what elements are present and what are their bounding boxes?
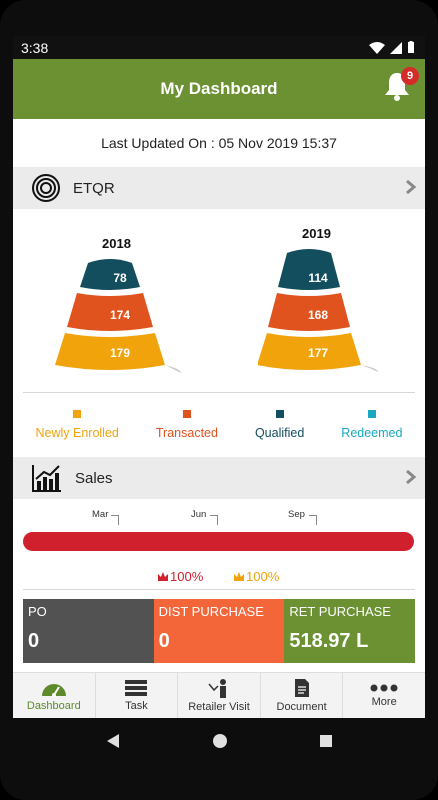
funnel-2019-enrolled-value: 177 — [307, 346, 329, 360]
sales-section-header[interactable]: Sales — [13, 457, 425, 499]
divider — [23, 392, 415, 393]
nav-more[interactable]: More — [343, 673, 425, 718]
legend-swatch — [73, 410, 82, 418]
pct-red: 100% — [158, 569, 203, 584]
crown-icon — [234, 572, 244, 581]
sales-label: Sales — [75, 469, 113, 487]
funnel-2018-enrolled-value: 179 — [109, 346, 131, 360]
chevron-right-icon — [406, 469, 417, 485]
target-icon — [32, 174, 60, 202]
month-label: Sep — [288, 509, 305, 520]
notification-button[interactable]: 9 — [383, 67, 419, 105]
legend-swatch — [367, 410, 376, 418]
funnel-2019-qualified-value: 114 — [308, 271, 328, 285]
nav-document[interactable]: Document — [261, 673, 344, 718]
month-tick — [111, 515, 119, 525]
month-tick — [210, 515, 218, 525]
last-updated-text: Last Updated On : 05 Nov 2019 15:37 — [101, 135, 337, 151]
etqr-funnels: 2018 78 174 179 2019 114 168 177 — [13, 209, 425, 392]
task-icon — [125, 680, 148, 696]
nav-dashboard[interactable]: Dashboard — [13, 673, 96, 718]
page-title: My Dashboard — [160, 79, 278, 98]
status-time: 3:38 — [21, 39, 49, 56]
month-label: Mar — [92, 509, 109, 520]
tile-ret-purchase[interactable]: RET PURCHASE 518.97 L — [284, 599, 416, 663]
sales-progress-bar — [23, 532, 414, 551]
legend-swatch — [182, 410, 191, 418]
etqr-legend: Newly Enrolled Transacted Qualified Rede… — [13, 393, 425, 457]
screen: 3:38 My Dashboard 9 Last Updated On : 05… — [13, 36, 425, 718]
signal-icon — [390, 41, 402, 54]
system-nav-bar — [0, 718, 438, 764]
legend-redeemed: Redeemed — [341, 410, 402, 440]
bottom-nav: Dashboard Task Retailer Visit — [13, 672, 425, 718]
tile-dist-purchase[interactable]: DIST PURCHASE 0 — [153, 599, 285, 663]
funnel-2018-transacted-value: 174 — [109, 308, 131, 322]
month-tick — [309, 515, 317, 525]
funnel-2019-transacted-value: 168 — [307, 308, 329, 322]
app-bar: My Dashboard 9 — [13, 59, 425, 119]
month-label: Jun — [191, 509, 207, 520]
recents-icon[interactable] — [319, 734, 333, 748]
status-bar: 3:38 — [13, 36, 425, 59]
legend-newly-enrolled: Newly Enrolled — [36, 410, 119, 440]
sales-chart-icon — [32, 465, 61, 492]
funnel-year-2018: 2018 — [102, 236, 131, 251]
funnel-chart-2018 — [55, 259, 181, 373]
tile-po[interactable]: PO 0 — [23, 599, 154, 663]
legend-transacted: Transacted — [156, 410, 218, 440]
sales-timeline: Mar Jun Sep 100% 100% — [13, 499, 425, 589]
etqr-section-header[interactable]: ETQR — [13, 167, 425, 209]
funnel-year-2019: 2019 — [302, 226, 331, 241]
crown-icon — [158, 572, 168, 581]
funnel-chart-2019 — [258, 249, 378, 372]
more-icon — [370, 684, 398, 692]
wifi-icon — [369, 41, 385, 54]
dashboard-icon — [41, 684, 66, 697]
sales-tiles: PO 0 DIST PURCHASE 0 RET PURCHASE 518.97… — [13, 599, 425, 663]
nav-task[interactable]: Task — [96, 673, 179, 718]
funnel-2018-qualified-value: 78 — [113, 271, 127, 285]
divider — [23, 589, 415, 590]
legend-swatch — [275, 410, 284, 418]
retailer-visit-icon — [208, 679, 226, 698]
notification-badge: 9 — [401, 67, 419, 85]
home-icon[interactable] — [212, 733, 228, 749]
back-icon[interactable] — [105, 733, 121, 749]
battery-icon — [408, 41, 414, 53]
etqr-label: ETQR — [73, 179, 115, 197]
nav-retailer-visit[interactable]: Retailer Visit — [178, 673, 261, 718]
chevron-right-icon — [406, 179, 417, 195]
pct-orange: 100% — [234, 569, 279, 584]
document-icon — [294, 679, 309, 697]
legend-qualified: Qualified — [255, 410, 304, 440]
